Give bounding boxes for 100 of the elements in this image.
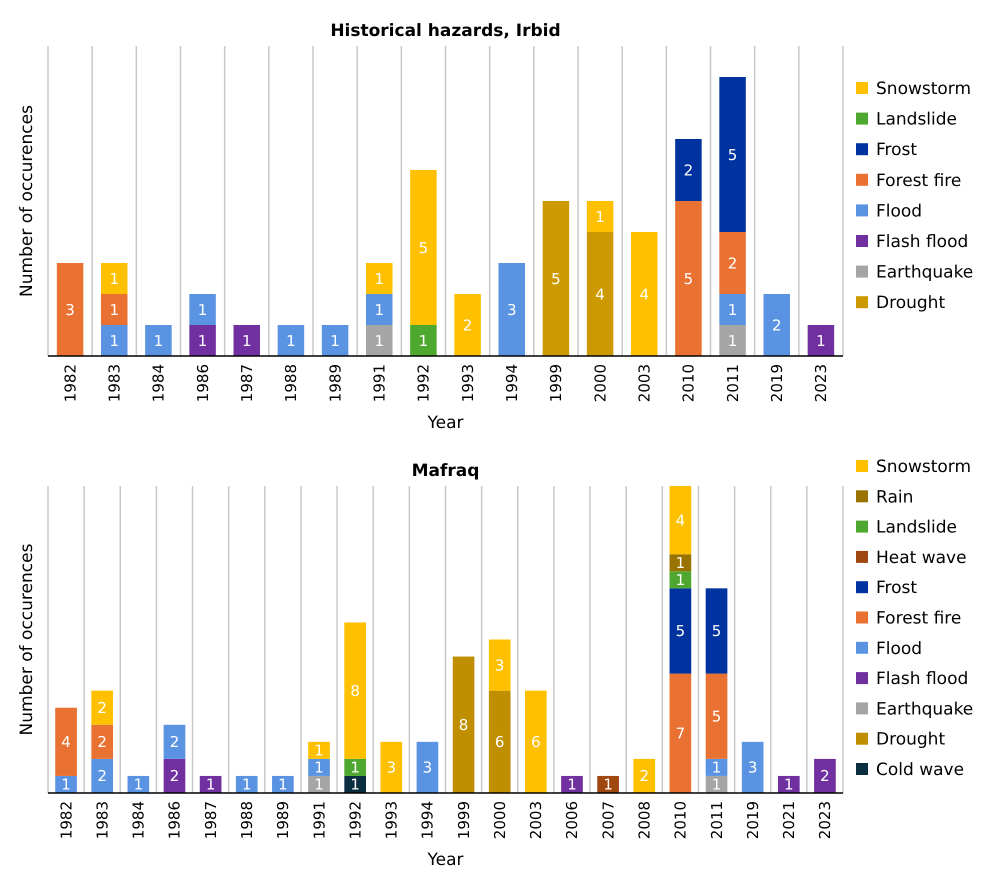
bar bbox=[55, 708, 77, 776]
bar bbox=[675, 201, 702, 356]
data-label: 2 bbox=[97, 733, 107, 752]
data-label: 1 bbox=[242, 776, 252, 794]
data-label: 1 bbox=[728, 300, 738, 319]
legend-label: Earthquake bbox=[876, 262, 974, 283]
bar bbox=[416, 742, 438, 793]
data-label: 2 bbox=[639, 767, 650, 786]
bar bbox=[542, 201, 570, 356]
x-tick-label: 2011 bbox=[724, 364, 742, 402]
x-tick-label: 2019 bbox=[744, 801, 762, 840]
bar bbox=[525, 690, 547, 793]
bar bbox=[101, 325, 128, 356]
data-label: 2 bbox=[820, 767, 830, 786]
bar bbox=[742, 742, 764, 793]
y-axis-title: Number of occurences bbox=[17, 543, 37, 736]
x-tick-label: 1993 bbox=[382, 801, 401, 840]
data-label: 1 bbox=[595, 208, 605, 226]
x-tick-label: 1983 bbox=[106, 364, 124, 402]
x-tick-label: 1984 bbox=[130, 801, 148, 840]
bar bbox=[719, 325, 746, 356]
bar bbox=[164, 724, 186, 759]
legend-label: Flood bbox=[876, 201, 922, 222]
bar bbox=[719, 232, 746, 294]
data-label: 3 bbox=[386, 758, 396, 777]
bar bbox=[410, 170, 437, 325]
x-tick-label: 1984 bbox=[150, 364, 168, 402]
x-tick-label: 2003 bbox=[636, 364, 654, 402]
data-label: 5 bbox=[551, 270, 561, 288]
data-label: 1 bbox=[676, 571, 686, 590]
legend-label: Drought bbox=[876, 730, 946, 750]
x-tick-label: 1991 bbox=[310, 801, 328, 840]
data-label: 1 bbox=[350, 776, 360, 794]
bar bbox=[308, 758, 330, 776]
bar bbox=[410, 325, 437, 356]
bar bbox=[670, 588, 692, 674]
x-tick-label: 1991 bbox=[370, 364, 388, 402]
data-label: 2 bbox=[170, 733, 180, 752]
data-label: 1 bbox=[109, 300, 120, 319]
x-tick-label: 1994 bbox=[418, 801, 437, 840]
data-label: 1 bbox=[350, 758, 360, 777]
x-tick-label: 1992 bbox=[414, 364, 433, 402]
legend-label: Rain bbox=[876, 487, 914, 508]
x-tick-label: 1989 bbox=[274, 801, 292, 840]
x-tick-label: 1986 bbox=[166, 801, 184, 840]
data-label: 6 bbox=[531, 733, 541, 752]
legend-label: Frost bbox=[876, 140, 918, 160]
data-label: 3 bbox=[494, 656, 504, 674]
legend-label: Forest fire bbox=[876, 170, 962, 191]
legend-label: Cold wave bbox=[876, 760, 964, 780]
x-tick-label: 2021 bbox=[780, 801, 798, 840]
x-tick-label: 1986 bbox=[194, 364, 212, 402]
bar bbox=[344, 758, 366, 776]
x-tick-label: 1993 bbox=[458, 364, 477, 402]
x-tick-label: 2023 bbox=[816, 801, 834, 840]
bar bbox=[56, 263, 84, 356]
data-label: 1 bbox=[816, 332, 826, 350]
legend-label: Forest fire bbox=[876, 608, 962, 628]
data-label: 1 bbox=[134, 776, 144, 794]
x-tick-label: 2000 bbox=[490, 801, 509, 840]
bar bbox=[322, 325, 348, 356]
x-tick-label: 1987 bbox=[238, 364, 256, 402]
bar bbox=[91, 758, 114, 793]
bar bbox=[380, 742, 402, 793]
legend-label: Snowstorm bbox=[876, 78, 972, 99]
bar bbox=[454, 294, 481, 356]
bar bbox=[586, 201, 614, 232]
data-label: 2 bbox=[97, 767, 107, 786]
data-label: 5 bbox=[712, 708, 722, 726]
x-tick-label: 1982 bbox=[61, 364, 80, 402]
x-tick-label: 1982 bbox=[57, 801, 76, 840]
bar bbox=[189, 294, 216, 325]
data-label: 4 bbox=[639, 285, 650, 304]
bar bbox=[308, 742, 330, 759]
x-axis-title: Year bbox=[426, 413, 464, 433]
bar bbox=[55, 776, 77, 793]
bar bbox=[145, 325, 172, 356]
bar bbox=[91, 724, 114, 759]
data-label: 2 bbox=[772, 316, 782, 334]
chart-title: Historical hazards, Irbid bbox=[330, 21, 561, 41]
bar bbox=[814, 758, 836, 793]
data-label: 1 bbox=[567, 776, 577, 794]
data-label: 1 bbox=[314, 758, 324, 777]
data-label: 2 bbox=[728, 254, 738, 272]
x-tick-label: 2006 bbox=[563, 801, 582, 840]
x-tick-label: 1989 bbox=[326, 364, 344, 402]
x-axis-title: Year bbox=[426, 850, 464, 870]
x-tick-label: 1983 bbox=[93, 801, 112, 840]
y-axis-title: Number of occurences bbox=[17, 104, 37, 297]
x-tick-label: 2019 bbox=[768, 364, 786, 402]
bar bbox=[706, 758, 728, 776]
bar bbox=[366, 325, 392, 356]
data-label: 1 bbox=[286, 332, 296, 350]
data-label: 1 bbox=[109, 270, 120, 288]
legend-label: Earthquake bbox=[876, 699, 974, 720]
legend-label: Frost bbox=[876, 578, 918, 598]
bar bbox=[719, 77, 746, 232]
bar bbox=[452, 656, 474, 793]
bar bbox=[366, 263, 392, 294]
legend-label: Flash flood bbox=[876, 669, 968, 690]
